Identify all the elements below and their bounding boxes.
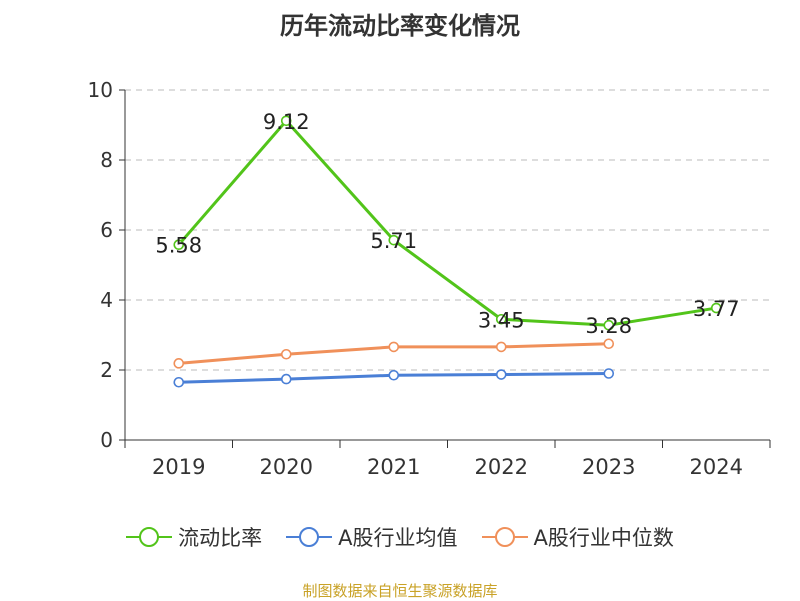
data-point — [495, 313, 507, 325]
x-tick-label: 2022 — [475, 455, 528, 479]
data-point — [603, 368, 615, 379]
data-point — [710, 302, 722, 314]
data-point — [603, 319, 615, 331]
data-point — [388, 234, 400, 246]
legend-marker — [299, 527, 320, 547]
legend-label: 流动比率 — [178, 526, 263, 550]
y-tick-label: 2 — [100, 358, 113, 382]
data-point — [495, 341, 507, 353]
legend-line-icon — [481, 527, 528, 547]
data-label: 3.77 — [693, 297, 740, 321]
legend-label: A股行业中位数 — [533, 526, 674, 550]
chart-title: 历年流动比率变化情况 — [280, 12, 520, 40]
data-label: 3.45 — [478, 308, 525, 332]
y-tick-label: 6 — [100, 218, 113, 242]
legend-line-icon — [126, 527, 173, 547]
data-point — [173, 239, 185, 250]
y-tick-label: 10 — [88, 78, 113, 102]
legend-item[interactable]: A股行业中位数 — [481, 522, 674, 552]
data-point — [280, 348, 292, 360]
data-point — [173, 358, 185, 369]
series-line — [177, 119, 717, 327]
y-tick-label: 4 — [100, 288, 113, 312]
legend-marker — [139, 527, 160, 547]
data-label: 5.71 — [370, 229, 417, 253]
data-label: 9.12 — [263, 110, 310, 134]
legend-marker — [494, 527, 515, 547]
data-point — [603, 338, 615, 350]
data-point — [280, 373, 292, 385]
x-tick-label: 2023 — [582, 455, 635, 479]
legend-line-icon — [286, 527, 333, 547]
x-tick-label: 2020 — [260, 455, 313, 479]
x-tick-label: 2019 — [152, 455, 205, 479]
source-note: 制图数据来自恒生聚源数据库 — [302, 582, 498, 600]
data-point — [495, 369, 507, 380]
data-point — [388, 369, 400, 381]
x-tick-label: 2024 — [690, 455, 743, 479]
data-label: 5.58 — [155, 234, 202, 258]
data-point — [280, 115, 292, 127]
y-tick-label: 0 — [100, 428, 113, 452]
legend: 流动比率 A股行业均值 A股行业中位数 — [0, 520, 800, 554]
data-point — [388, 341, 400, 353]
data-label: 3.28 — [585, 314, 632, 338]
y-tick-label: 8 — [100, 148, 113, 172]
legend-label: A股行业均值 — [338, 526, 458, 550]
legend-item[interactable]: A股行业均值 — [286, 522, 458, 552]
data-point — [173, 376, 185, 388]
x-tick-label: 2021 — [367, 455, 420, 479]
legend-item[interactable]: 流动比率 — [126, 522, 262, 552]
